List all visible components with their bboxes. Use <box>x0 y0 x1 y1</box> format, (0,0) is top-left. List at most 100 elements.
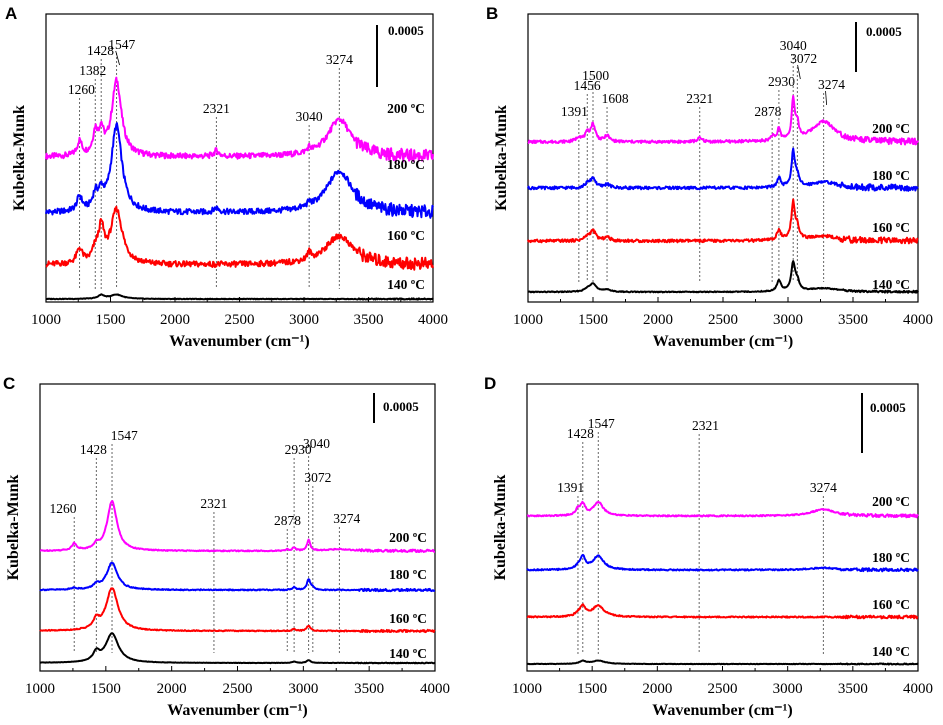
x-tick-label: 2000 <box>643 312 673 328</box>
peak-label: 3040 <box>296 109 323 124</box>
peak-arrow <box>115 50 120 66</box>
peak-label: 1428 <box>567 426 594 441</box>
peak-label: 1260 <box>68 82 95 97</box>
panel-C: C 1000 1500 2000 2500 3000 3500 4000 Wavenumber … <box>3 374 450 719</box>
series-line-140C <box>45 293 434 301</box>
scale-bar-label: 0.0005 <box>870 400 906 415</box>
x-tick-label: 4000 <box>418 312 448 328</box>
series-line-200C <box>45 76 434 163</box>
peak-label: 2930 <box>285 442 312 457</box>
peak-label: 1428 <box>87 43 114 58</box>
series-line-160C <box>39 587 436 634</box>
series-line-140C <box>526 659 919 666</box>
series-label: 160 ºC <box>872 597 910 612</box>
x-tick-label: 3500 <box>354 312 384 328</box>
series-label: 200 ºC <box>389 530 427 545</box>
peak-label: 3274 <box>818 77 845 92</box>
series-label: 180 ºC <box>872 168 910 183</box>
x-tick-label: 3500 <box>838 681 868 697</box>
x-tick-label: 2500 <box>708 681 738 697</box>
x-tick-label: 3000 <box>288 681 318 697</box>
peak-label: 1260 <box>50 501 77 516</box>
peak-label: 3040 <box>303 436 330 451</box>
peak-label: 3274 <box>333 511 360 526</box>
series-label: 180 ºC <box>872 550 910 565</box>
peak-label: 2930 <box>768 74 795 89</box>
peak-label: 2321 <box>203 101 230 116</box>
plot-frame <box>527 13 919 303</box>
x-tick-label: 2000 <box>157 681 187 697</box>
x-tick-label: 1000 <box>25 681 55 697</box>
series-line-160C <box>45 205 434 271</box>
series-label: 180 ºC <box>387 157 425 172</box>
peak-label: 2321 <box>200 496 227 511</box>
series-label: 180 ºC <box>389 567 427 582</box>
peak-label: 1382 <box>79 63 106 78</box>
series-label: 140 ºC <box>872 644 910 659</box>
panel-D: D 1000 1500 2000 2500 3000 3500 4000 Wavenumber … <box>484 374 933 719</box>
series-label: 200 ºC <box>872 494 910 509</box>
series-label: 200 ºC <box>872 121 910 136</box>
series-label: 160 ºC <box>872 220 910 235</box>
x-tick-label: 4000 <box>903 312 933 328</box>
series-line-180C <box>45 122 434 219</box>
series-line-200C <box>39 500 436 553</box>
y-axis-title: Kubelka-Munk <box>5 474 22 580</box>
x-tick-label: 1000 <box>512 681 542 697</box>
peak-label: 2878 <box>754 104 781 119</box>
series-label: 140 ºC <box>872 277 910 292</box>
peak-label: 3274 <box>810 480 837 495</box>
scale-bar-label: 0.0005 <box>866 24 902 39</box>
peak-label: 1428 <box>80 442 107 457</box>
x-tick-label: 1500 <box>91 681 121 697</box>
peak-label: 3274 <box>326 52 353 67</box>
series-line-200C <box>527 94 919 146</box>
series-line-140C <box>39 632 436 665</box>
series-line-200C <box>526 500 919 519</box>
x-tick-label: 2000 <box>642 681 672 697</box>
series-line-180C <box>39 561 436 593</box>
x-tick-label: 3500 <box>354 681 384 697</box>
x-tick-label: 1500 <box>96 312 126 328</box>
x-tick-label: 1500 <box>577 681 607 697</box>
x-axis-title: Wavenumber (cm⁻¹) <box>652 702 792 719</box>
y-axis-title: Kubelka-Munk <box>11 105 28 211</box>
x-tick-label: 1000 <box>513 312 543 328</box>
peak-label: 1547 <box>108 37 135 52</box>
x-axis-title: Wavenumber (cm⁻¹) <box>167 702 307 719</box>
x-tick-label: 3000 <box>773 312 803 328</box>
x-tick-label: 1000 <box>31 312 61 328</box>
panel-letter: B <box>486 4 498 23</box>
peak-arrow <box>825 90 828 106</box>
peak-label: 3072 <box>304 470 331 485</box>
peak-label: 1391 <box>557 480 584 495</box>
x-axis-title: Wavenumber (cm⁻¹) <box>169 333 309 350</box>
peak-label: 2878 <box>274 513 301 528</box>
panel-letter: D <box>484 374 496 393</box>
y-axis-title: Kubelka-Munk <box>492 474 509 580</box>
series-line-180C <box>527 147 919 192</box>
series-label: 200 ºC <box>387 101 425 116</box>
peak-label: 3040 <box>780 38 807 53</box>
peak-label: 1391 <box>561 104 588 119</box>
plot-frame <box>39 383 436 672</box>
peak-label: 1608 <box>602 91 629 106</box>
x-tick-label: 2000 <box>160 312 190 328</box>
peak-label: 1547 <box>588 416 615 431</box>
x-axis-title: Wavenumber (cm⁻¹) <box>653 333 793 350</box>
peak-label: 2321 <box>686 91 713 106</box>
peak-label: 1547 <box>111 428 138 443</box>
series-label: 160 ºC <box>387 228 425 243</box>
x-tick-label: 2500 <box>225 312 255 328</box>
peak-label: 1500 <box>582 68 609 83</box>
peak-label: 2321 <box>692 418 719 433</box>
x-tick-label: 3500 <box>838 312 868 328</box>
series-line-140C <box>527 260 919 294</box>
x-tick-label: 4000 <box>903 681 933 697</box>
series-label: 160 ºC <box>389 611 427 626</box>
x-tick-label: 3000 <box>289 312 319 328</box>
peak-label: 1456 <box>574 78 601 93</box>
panel-A: A 1000 1500 2000 2500 3000 3500 4000 Wavenumber … <box>5 4 448 350</box>
x-tick-label: 3000 <box>773 681 803 697</box>
